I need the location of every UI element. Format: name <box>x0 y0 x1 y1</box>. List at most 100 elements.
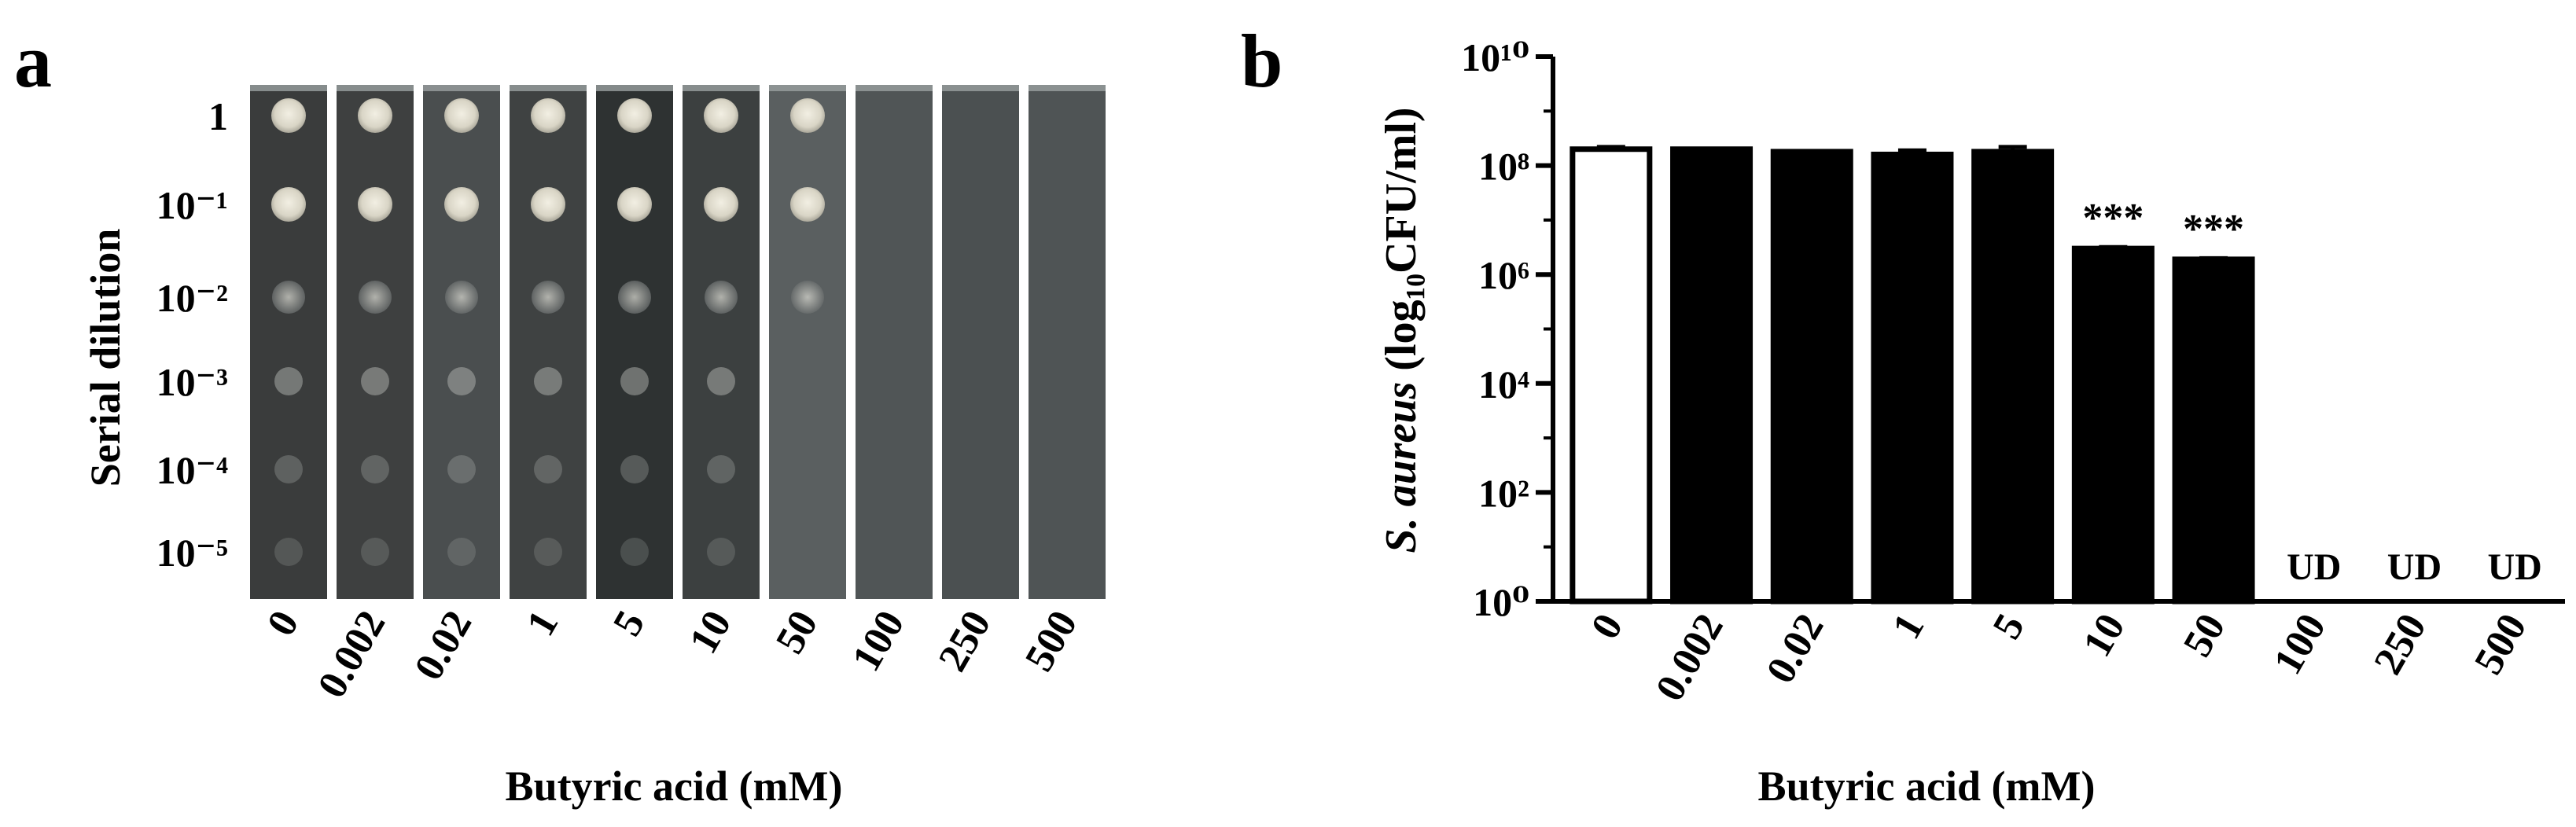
undetected-label: UD <box>2287 546 2341 588</box>
colony-spot <box>447 367 476 395</box>
y-axis-label: S. aureus (log₁₀CFU/ml) <box>1377 107 1426 553</box>
dilution-label: 10⁻¹ <box>156 183 228 227</box>
plate-strip <box>1029 85 1106 599</box>
plate-strip-background <box>337 85 414 599</box>
bar <box>1570 146 1653 605</box>
y-tick-label: 10² <box>1478 471 1529 515</box>
x-tick-label: 100 <box>2265 607 2335 682</box>
plate-strip-background <box>596 85 673 599</box>
colony-spot <box>790 98 825 133</box>
plate-strip-edge <box>1029 85 1106 91</box>
plate-strip-edge <box>596 85 673 91</box>
y-axis-label-italic: S. aureus <box>1377 382 1426 553</box>
concentration-label: 10 <box>681 604 740 662</box>
plate-strip-background <box>1029 85 1106 599</box>
colony-spot <box>272 281 305 314</box>
colony-spot <box>707 455 735 483</box>
colony-spot <box>618 281 651 314</box>
plate-strip-background <box>942 85 1019 599</box>
plate-strip-background <box>250 85 327 599</box>
x-tick-label: 10 <box>2074 607 2133 665</box>
panel-a-ylabel: Serial dilution <box>82 229 129 487</box>
plate-strip-background <box>423 85 500 599</box>
plate-strip <box>596 85 673 599</box>
colony-spot <box>447 538 476 566</box>
colony-spot <box>534 455 562 483</box>
plate-strip <box>683 85 760 599</box>
x-tick-label: 250 <box>2365 607 2434 682</box>
colony-spot <box>444 98 479 133</box>
colony-spot <box>445 281 478 314</box>
plate-strip <box>337 85 414 599</box>
concentration-label: 0.02 <box>407 604 481 688</box>
colony-spot <box>707 367 735 395</box>
dilution-label: 10⁻⁴ <box>156 448 228 492</box>
undetected-label: UD <box>2387 546 2442 588</box>
concentration-label: 100 <box>844 604 913 679</box>
x-tick-label: 50 <box>2175 607 2234 665</box>
y-tick-label: 10⁰ <box>1473 580 1529 624</box>
bar <box>2172 256 2255 605</box>
colony-spot <box>531 187 565 222</box>
plate-strip-edge <box>942 85 1019 91</box>
colony-spot <box>620 367 649 395</box>
plate-strip-edge <box>423 85 500 91</box>
dilution-label: 1 <box>208 94 228 138</box>
panel-b-chart: 10⁰ 10² 10⁴ 10⁶ 10⁸ 10¹⁰ S. aureus (log₁₀CFU/m… <box>1377 35 2565 708</box>
colony-spot <box>704 187 738 222</box>
panel-a-xlabel: Butyric acid (mM) <box>506 763 843 810</box>
x-tick-label: 500 <box>2466 607 2535 682</box>
plate-strip-background <box>769 85 846 599</box>
plate-strip <box>942 85 1019 599</box>
concentration-label: 5 <box>605 604 653 644</box>
colony-spot <box>274 367 303 395</box>
y-tick-label: 10⁸ <box>1478 145 1529 189</box>
concentration-label: 0.002 <box>310 604 395 706</box>
y-tick-label: 10¹⁰ <box>1461 35 1529 79</box>
plate-strip <box>769 85 846 599</box>
undetected-label: UD <box>2487 546 2541 588</box>
plate-strip-background <box>683 85 760 599</box>
plate-strip-background <box>856 85 933 599</box>
plate-strip-edge <box>510 85 587 91</box>
colony-spot <box>534 538 562 566</box>
dilution-label: 10⁻² <box>156 276 228 320</box>
colony-spot <box>358 187 392 222</box>
colony-spot <box>532 281 565 314</box>
y-tick-label: 10⁶ <box>1478 253 1529 297</box>
colony-spot <box>534 367 562 395</box>
concentration-label: 500 <box>1017 604 1086 679</box>
x-tick-label: 0.002 <box>1647 607 1732 709</box>
plate-strip-edge <box>337 85 414 91</box>
colony-spot <box>620 538 649 566</box>
bar <box>2071 245 2155 605</box>
plate-strip-edge <box>683 85 760 91</box>
plate-strip <box>423 85 500 599</box>
colony-spot <box>705 281 738 314</box>
y-axis-label-rest: (log₁₀CFU/ml) <box>1377 107 1426 381</box>
x-tick-label: 0 <box>1583 607 1632 647</box>
panel-b-letter: b <box>1241 19 1283 103</box>
colony-spot <box>359 281 392 314</box>
bar <box>1670 146 1754 605</box>
panel-a: 110⁻¹10⁻²10⁻³10⁻⁴10⁻⁵0 0.002 0.02 1 5 10 50 100… <box>156 85 1106 705</box>
colony-spot <box>274 538 303 566</box>
colony-spot <box>531 98 565 133</box>
dilution-label: 10⁻⁵ <box>156 531 228 575</box>
colony-spot <box>361 455 389 483</box>
concentration-label: 1 <box>518 604 567 644</box>
colony-spot <box>790 187 825 222</box>
colony-spot <box>617 187 652 222</box>
significance-label: *** <box>2082 196 2144 241</box>
bar <box>1971 149 2055 605</box>
colony-spot <box>361 538 389 566</box>
plate-strip-edge <box>856 85 933 91</box>
colony-spot <box>704 98 738 133</box>
x-tick-label: 1 <box>1884 607 1933 647</box>
colony-spot <box>791 281 824 314</box>
colony-spot <box>271 98 306 133</box>
bar <box>1770 149 1853 605</box>
panel-a-letter: a <box>14 19 52 103</box>
concentration-label: 50 <box>767 604 826 662</box>
